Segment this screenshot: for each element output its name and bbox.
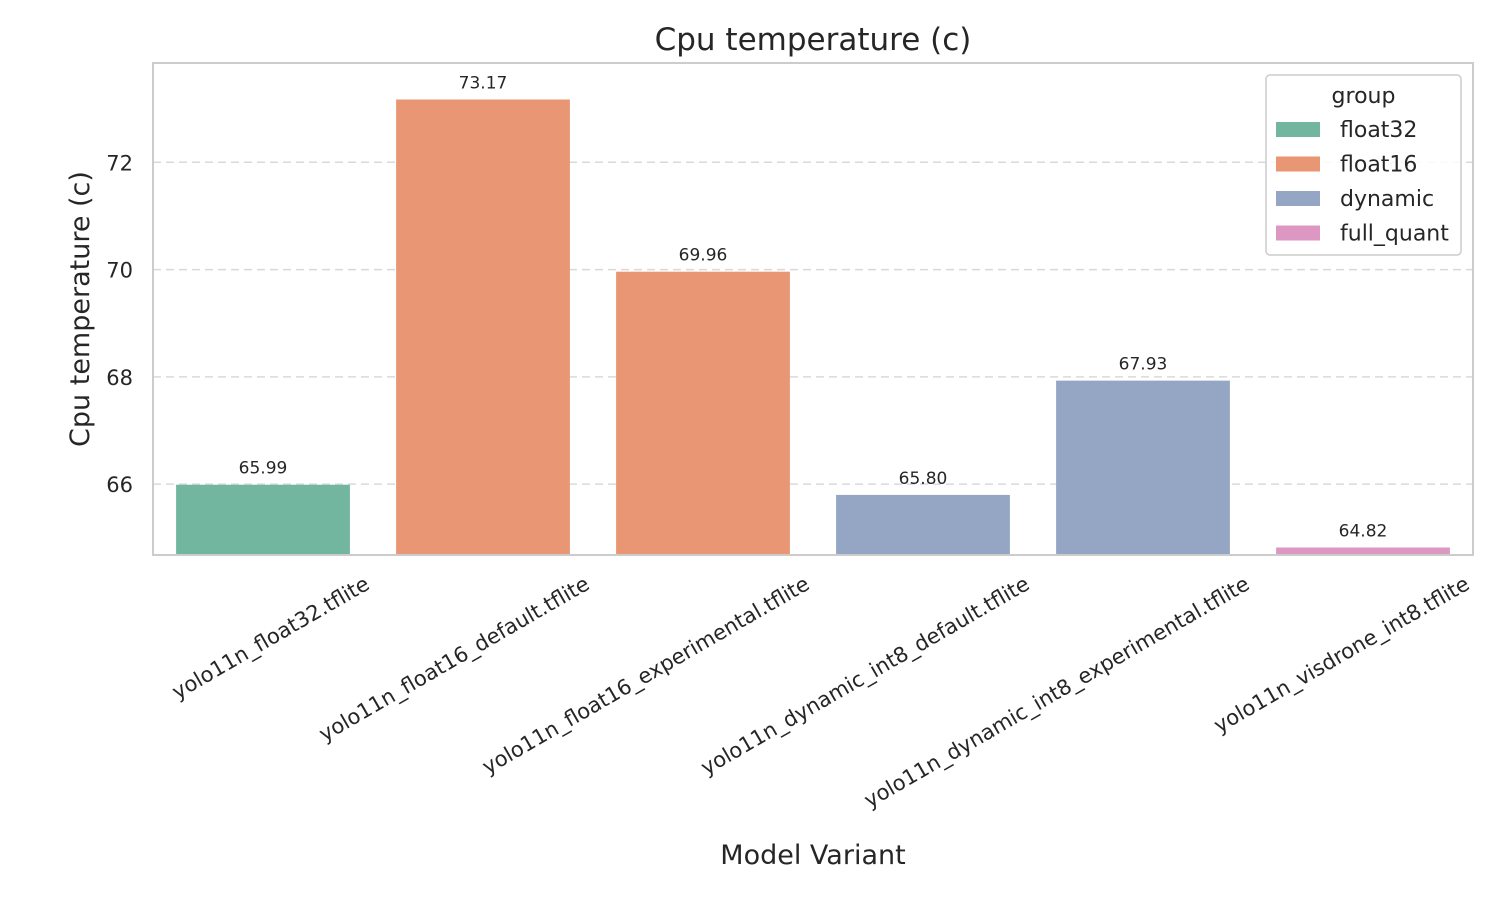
- x-tick-label-0: yolo11n_float32.tflite: [168, 572, 374, 705]
- bars: [176, 99, 1450, 555]
- y-tick-label: 66: [106, 473, 133, 497]
- plot-frame: [152, 62, 1474, 556]
- data-label-3: 65.80: [899, 469, 948, 489]
- data-label-0: 65.99: [239, 459, 288, 479]
- x-tick-label-5: yolo11n_visdrone_int8.tflite: [1210, 572, 1474, 739]
- x-tick-label-4: yolo11n_dynamic_int8_experimental.tflite: [860, 572, 1254, 814]
- data-label-4: 67.93: [1119, 355, 1168, 375]
- bar-3: [836, 494, 1010, 555]
- bar-1: [396, 99, 570, 555]
- y-tick-label: 72: [106, 151, 133, 175]
- data-labels: 65.99 73.17 69.96 65.80 67.93 64.82: [239, 73, 1388, 541]
- bar-4: [1056, 380, 1230, 555]
- legend-entry-full_quant: full_quant: [1340, 222, 1449, 247]
- legend-entry-float16: float16: [1340, 153, 1417, 178]
- bar-5: [1276, 547, 1450, 555]
- y-tick-label: 70: [106, 259, 133, 283]
- data-label-5: 64.82: [1339, 521, 1388, 541]
- chart-title: Cpu temperature (c): [655, 22, 972, 58]
- legend-entry-float32: float32: [1340, 118, 1417, 143]
- legend-box: [1265, 74, 1462, 256]
- legend-title: group: [1332, 84, 1396, 109]
- legend-entry-dynamic: dynamic: [1340, 187, 1434, 212]
- y-axis-label: Cpu temperature (c): [65, 171, 96, 447]
- x-axis-ticks: yolo11n_float32.tfliteyolo11n_float16_de…: [168, 572, 1474, 814]
- legend-swatch-dynamic: [1276, 191, 1320, 206]
- data-label-1: 73.17: [459, 73, 508, 93]
- legend-swatch-float16: [1276, 156, 1320, 172]
- y-axis-ticks: 66 68 70 72: [106, 151, 133, 497]
- bar-0: [176, 484, 350, 555]
- legend-swatch-float32: [1276, 122, 1320, 137]
- x-axis-label: Model Variant: [720, 840, 905, 871]
- legend-swatch-full_quant: [1276, 225, 1320, 241]
- legend: group float32 float16 dynamic full_quant: [1265, 74, 1462, 256]
- data-label-2: 69.96: [679, 246, 728, 266]
- bar-2: [616, 271, 790, 555]
- y-tick-label: 68: [106, 366, 133, 390]
